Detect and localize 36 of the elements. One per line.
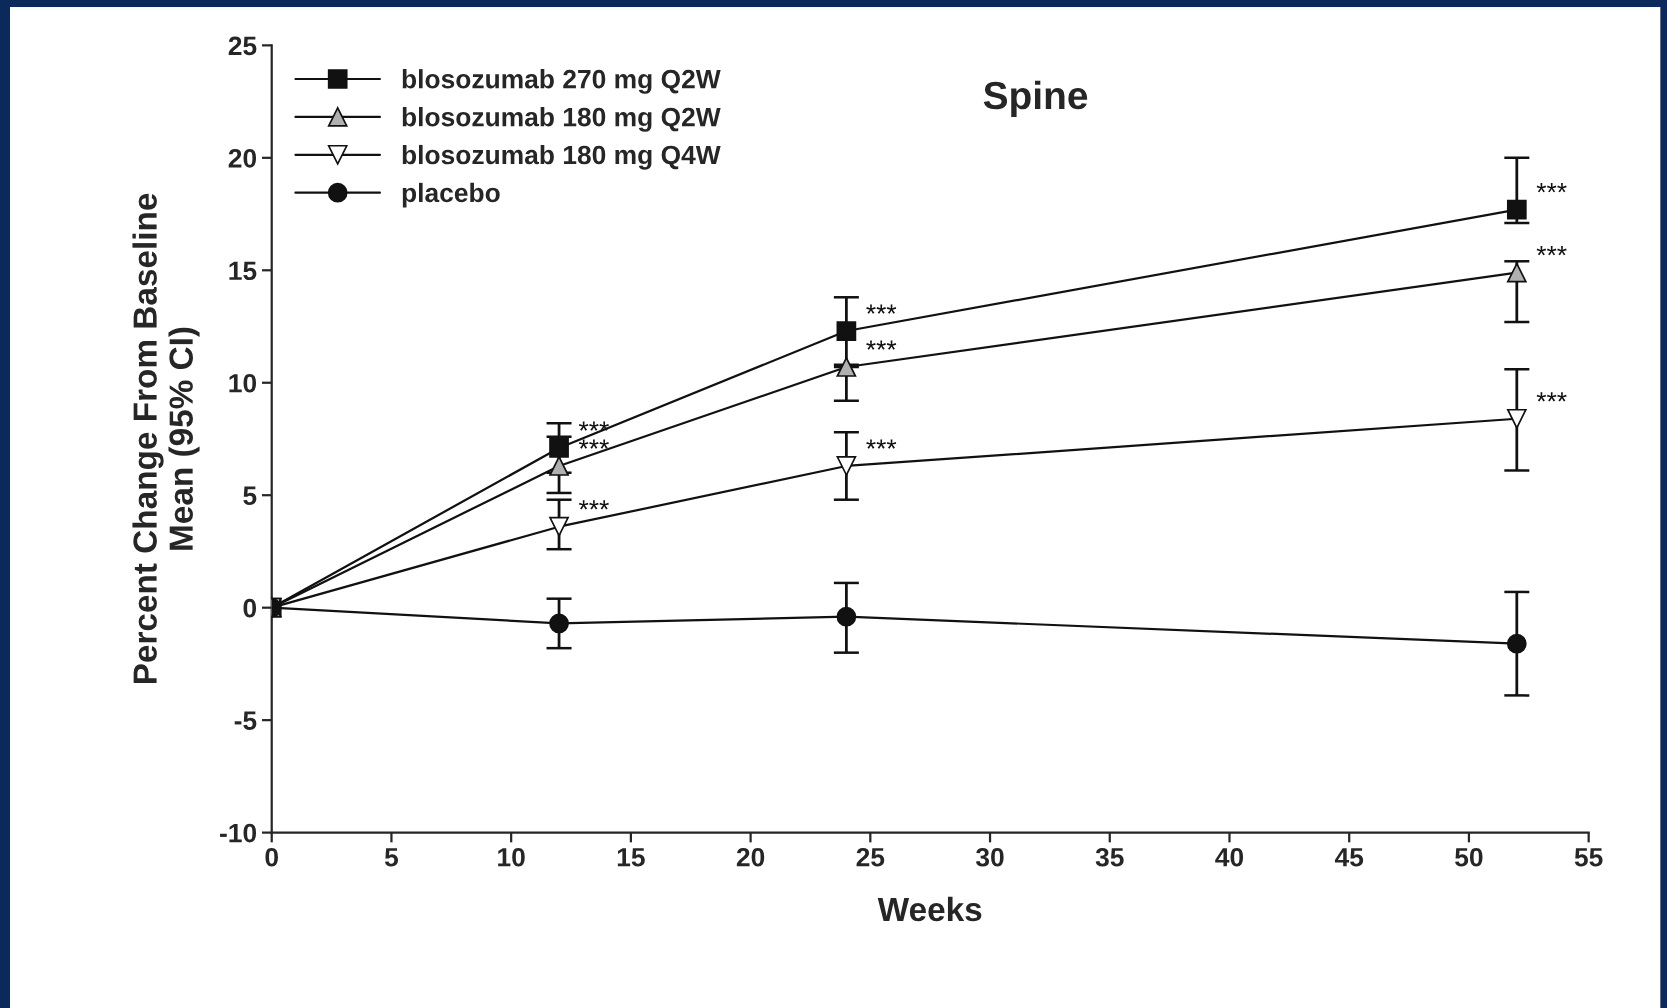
x-tick-label: 15 [617, 848, 645, 867]
x-tick-label: 35 [1095, 847, 1124, 867]
x-tick-label: 25 [856, 847, 885, 867]
text: Spine [983, 80, 1088, 118]
x-tick-label: 20 [736, 847, 765, 867]
legend-label: blosozumab 180 mg Q2W [402, 107, 721, 132]
x-tick-label: 55 [1574, 848, 1603, 867]
annotation: *** [1536, 392, 1567, 402]
x-tick-label: 30 [975, 847, 1004, 867]
x-axis-title: Weeks [877, 896, 982, 922]
x-tick-label: 10 [498, 847, 525, 867]
annotation: *** [578, 421, 609, 431]
legend-label: blosozumab 180 mg Q4W [402, 144, 721, 170]
annotation: *** [866, 340, 897, 350]
legend-label: placebo [402, 182, 500, 208]
x-tick-label: 5 [384, 848, 399, 867]
x-tick-label: 50 [1455, 847, 1483, 867]
annotation: *** [866, 304, 897, 314]
y-tick-label: 0 [243, 598, 257, 618]
y-axis-title: Percent Change From Baseline Mean (95% CI) [132, 193, 200, 684]
x-tick-label: 40 [1215, 847, 1244, 867]
annotation: *** [866, 439, 897, 449]
annotation: *** [578, 500, 609, 510]
x-tick-label: 45 [1334, 848, 1364, 867]
annotation: *** [1536, 246, 1567, 256]
legend-label: blosozumab 270 mg Q2W [402, 69, 721, 94]
y-tick-label: 5 [243, 486, 257, 506]
y-tick-label: -10 [220, 823, 257, 843]
annotation: *** [578, 439, 609, 449]
annotation: *** [1536, 183, 1567, 193]
y-tick-label: 15 [229, 261, 257, 281]
y-tick-label: 25 [228, 36, 257, 56]
x-tick-label: 0 [265, 847, 278, 867]
y-tick-label: 20 [228, 148, 257, 168]
y-tick-label: 10 [229, 373, 257, 393]
y-tick-label: -5 [234, 711, 257, 730]
